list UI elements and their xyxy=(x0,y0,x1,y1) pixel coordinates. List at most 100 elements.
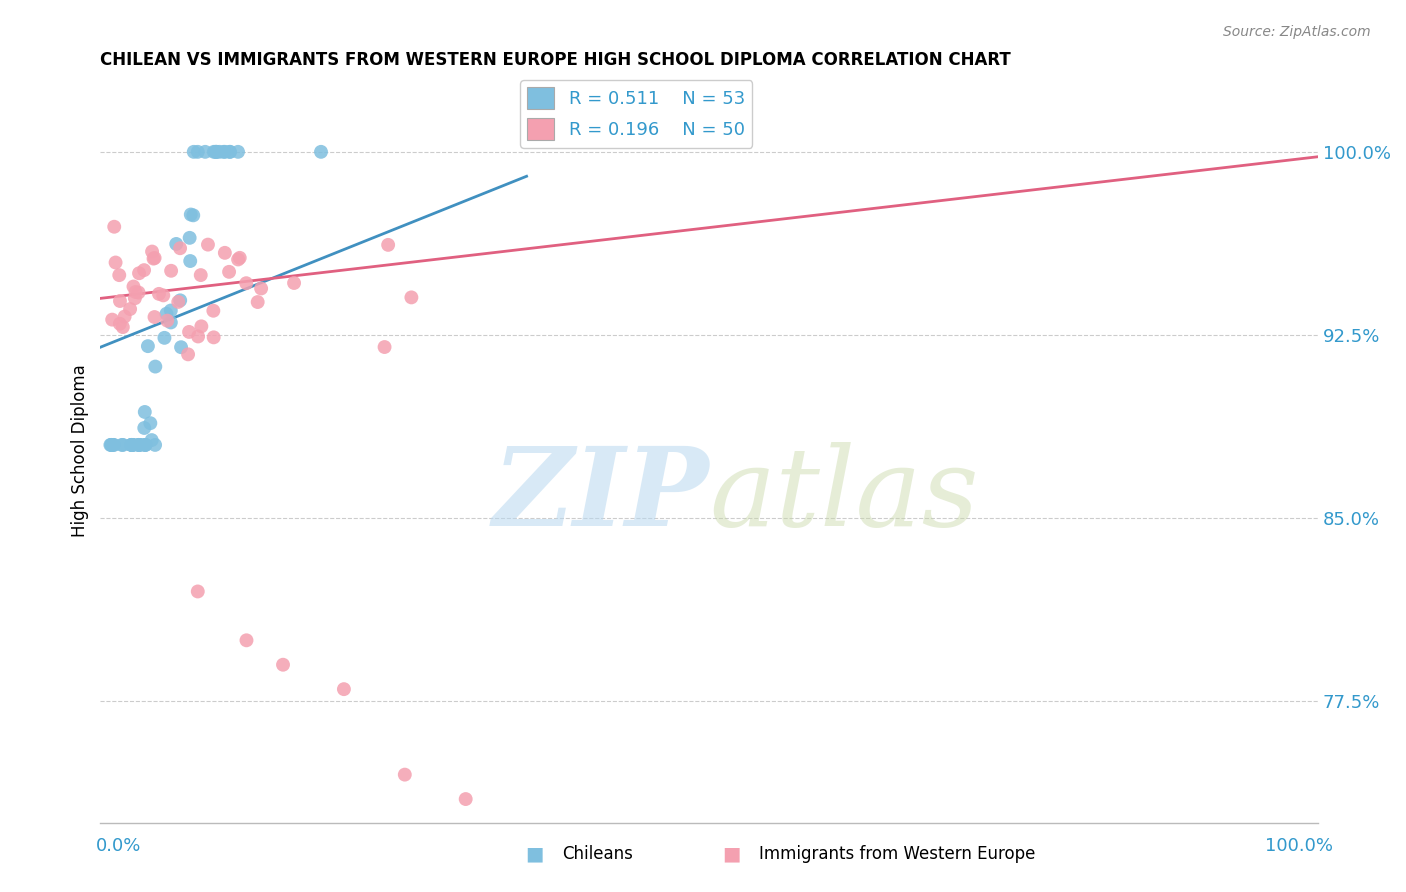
Point xyxy=(205,145,228,159)
Point xyxy=(202,145,225,159)
Point xyxy=(108,268,131,282)
Point xyxy=(156,313,179,327)
Point xyxy=(187,584,209,599)
Point xyxy=(142,252,165,266)
Point xyxy=(177,347,200,361)
Point xyxy=(103,438,125,452)
Point xyxy=(226,145,249,159)
Point xyxy=(218,145,240,159)
Point xyxy=(100,438,122,452)
Point xyxy=(170,340,193,354)
Point xyxy=(333,682,356,697)
Point xyxy=(179,231,201,245)
Point xyxy=(120,438,142,452)
Point xyxy=(139,416,162,430)
Point xyxy=(128,438,150,452)
Point xyxy=(121,438,143,452)
Point xyxy=(100,438,122,452)
Point xyxy=(108,293,131,308)
Point xyxy=(197,237,219,252)
Legend: R = 0.511    N = 53, R = 0.196    N = 50: R = 0.511 N = 53, R = 0.196 N = 50 xyxy=(520,80,752,148)
Text: ■: ■ xyxy=(524,845,544,863)
Point xyxy=(101,312,124,326)
Point xyxy=(181,208,204,222)
Point xyxy=(128,285,150,300)
Point xyxy=(141,433,163,447)
Point xyxy=(374,340,396,354)
Point xyxy=(212,145,235,159)
Text: ZIP: ZIP xyxy=(492,442,709,549)
Point xyxy=(134,438,156,452)
Point xyxy=(159,303,181,318)
Point xyxy=(219,145,242,159)
Point xyxy=(111,438,134,452)
Point xyxy=(226,252,249,267)
Text: Immigrants from Western Europe: Immigrants from Western Europe xyxy=(759,846,1036,863)
Point xyxy=(152,288,174,302)
Point xyxy=(103,219,125,234)
Point xyxy=(124,285,146,299)
Point xyxy=(120,438,142,452)
Text: 100.0%: 100.0% xyxy=(1265,837,1333,855)
Point xyxy=(179,254,201,268)
Text: Source: ZipAtlas.com: Source: ZipAtlas.com xyxy=(1223,25,1371,39)
Point xyxy=(127,438,149,452)
Point xyxy=(143,359,166,374)
Point xyxy=(165,236,187,251)
Point xyxy=(111,320,134,334)
Point xyxy=(153,331,176,345)
Point xyxy=(180,207,202,221)
Point xyxy=(141,244,163,259)
Point xyxy=(121,438,143,452)
Point xyxy=(283,276,305,290)
Point xyxy=(235,276,257,290)
Text: CHILEAN VS IMMIGRANTS FROM WESTERN EUROPE HIGH SCHOOL DIPLOMA CORRELATION CHART: CHILEAN VS IMMIGRANTS FROM WESTERN EUROP… xyxy=(100,51,1011,69)
Point xyxy=(108,317,131,331)
Point xyxy=(454,792,477,806)
Text: Chileans: Chileans xyxy=(562,846,633,863)
Point xyxy=(169,293,191,308)
Point xyxy=(114,310,136,324)
Point xyxy=(401,290,423,304)
Point xyxy=(394,767,416,781)
Point xyxy=(159,315,181,329)
Point xyxy=(214,245,236,260)
Point xyxy=(124,291,146,305)
Text: ■: ■ xyxy=(721,845,741,863)
Point xyxy=(143,310,166,324)
Point xyxy=(218,265,240,279)
Point xyxy=(155,307,177,321)
Point xyxy=(204,145,226,159)
Text: 0.0%: 0.0% xyxy=(96,837,141,855)
Point xyxy=(194,145,217,159)
Point xyxy=(134,438,156,452)
Point xyxy=(202,330,225,344)
Text: atlas: atlas xyxy=(709,442,979,549)
Point xyxy=(377,238,399,252)
Point xyxy=(111,438,134,452)
Point xyxy=(122,279,145,293)
Point xyxy=(208,145,231,159)
Point xyxy=(229,251,252,265)
Point xyxy=(129,438,152,452)
Point xyxy=(134,438,156,452)
Point xyxy=(134,405,156,419)
Point xyxy=(177,325,200,339)
Point xyxy=(128,438,150,452)
Point xyxy=(160,264,183,278)
Point xyxy=(132,263,155,277)
Point xyxy=(143,251,166,265)
Point xyxy=(205,145,228,159)
Point xyxy=(128,266,150,280)
Point xyxy=(148,286,170,301)
Point xyxy=(104,255,127,269)
Point xyxy=(187,145,209,159)
Point xyxy=(183,145,205,159)
Point xyxy=(136,339,159,353)
Point xyxy=(190,268,212,282)
Point xyxy=(309,145,332,159)
Point xyxy=(103,438,125,452)
Point xyxy=(100,438,122,452)
Point xyxy=(143,438,166,452)
Point xyxy=(134,421,156,435)
